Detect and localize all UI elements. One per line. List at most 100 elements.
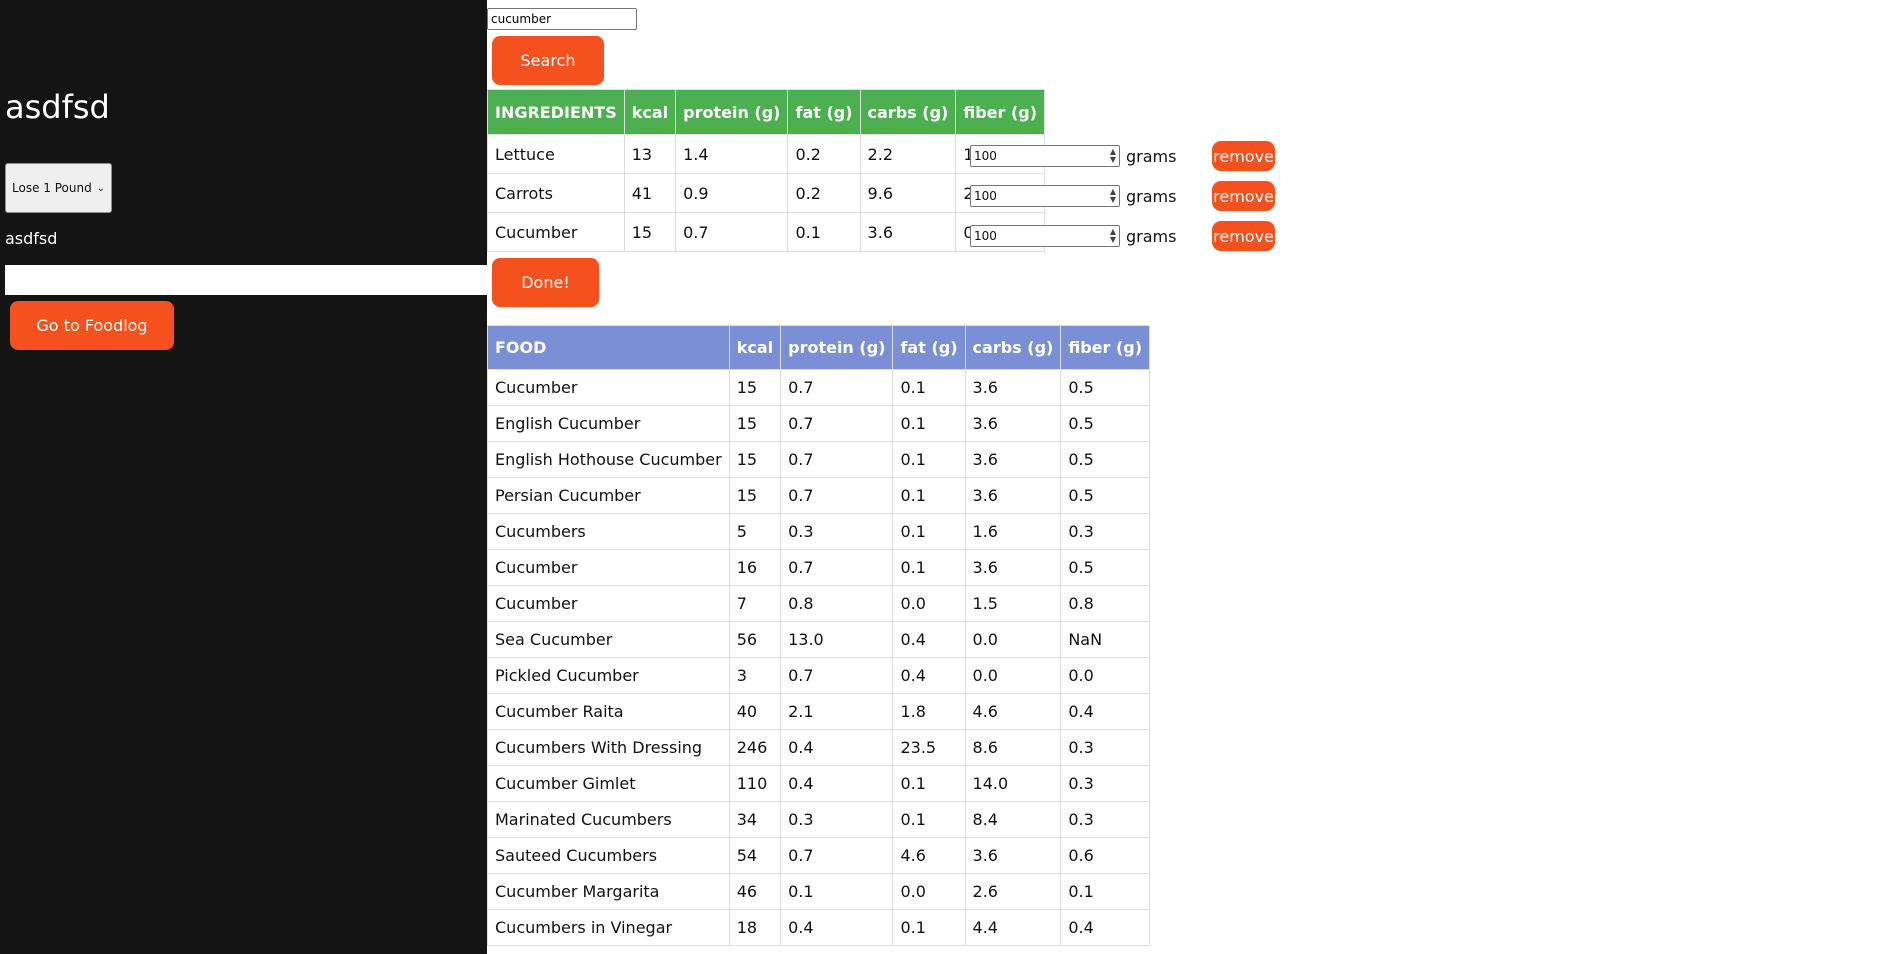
food-name-cell: English Cucumber: [487, 405, 730, 442]
food-fiber-cell: 0.5: [1060, 477, 1151, 514]
ingredient-name-cell: Lettuce: [487, 134, 625, 174]
food-protein-cell: 0.3: [780, 801, 894, 838]
food-protein-cell: 0.4: [780, 765, 894, 802]
header-kcal: kcal: [728, 325, 782, 370]
remove-ingredient-button[interactable]: remove: [1212, 221, 1275, 251]
food-row[interactable]: Cucumbers With Dressing 246 0.4 23.5 8.6 0.3: [487, 729, 1151, 766]
food-carbs-cell: 8.6: [964, 729, 1062, 766]
ingredient-fat-cell: 0.2: [787, 173, 861, 213]
food-fiber-cell: 0.3: [1060, 729, 1151, 766]
remove-ingredient-button[interactable]: remove: [1212, 141, 1275, 171]
food-kcal-cell: 56: [728, 621, 782, 658]
sidebar-text-input[interactable]: [5, 265, 487, 295]
food-fat-cell: 23.5: [892, 729, 966, 766]
food-fiber-cell: 0.3: [1060, 513, 1151, 550]
grams-input[interactable]: 100 ▲ ▼: [970, 185, 1120, 207]
food-row[interactable]: Cucumbers in Vinegar 18 0.4 0.1 4.4 0.4: [487, 909, 1151, 946]
food-name-cell: Persian Cucumber: [487, 477, 730, 514]
remove-ingredient-button[interactable]: remove: [1212, 181, 1275, 211]
food-name-cell: Cucumber Gimlet: [487, 765, 730, 802]
food-carbs-cell: 2.6: [964, 873, 1062, 910]
food-fiber-cell: 0.3: [1060, 765, 1151, 802]
grams-value: 100: [974, 149, 997, 163]
food-carbs-cell: 1.6: [964, 513, 1062, 550]
food-results-table: FOOD kcal protein (g) fat (g) carbs (g) …: [487, 325, 1151, 946]
food-carbs-cell: 3.6: [964, 441, 1062, 478]
food-kcal-cell: 54: [728, 837, 782, 874]
ingredient-kcal-cell: 41: [623, 173, 677, 213]
food-carbs-cell: 8.4: [964, 801, 1062, 838]
food-row[interactable]: English Hothouse Cucumber 15 0.7 0.1 3.6 0.5: [487, 441, 1151, 478]
user-title: asdfsd: [5, 88, 110, 126]
food-kcal-cell: 3: [728, 657, 782, 694]
food-name-cell: English Hothouse Cucumber: [487, 441, 730, 478]
ingredient-protein-cell: 0.9: [675, 173, 789, 213]
ingredient-kcal-cell: 13: [623, 134, 677, 174]
food-kcal-cell: 40: [728, 693, 782, 730]
grams-input[interactable]: 100 ▲ ▼: [970, 225, 1120, 247]
user-label: asdfsd: [5, 229, 58, 248]
spinner-icon[interactable]: ▲ ▼: [1109, 187, 1116, 204]
ingredient-fat-cell: 0.2: [787, 134, 861, 174]
food-name-cell: Sauteed Cucumbers: [487, 837, 730, 874]
spinner-icon[interactable]: ▲ ▼: [1109, 147, 1116, 164]
food-fat-cell: 0.1: [892, 909, 966, 946]
search-button[interactable]: Search: [492, 36, 604, 85]
food-name-cell: Cucumber: [487, 549, 730, 586]
food-kcal-cell: 5: [728, 513, 782, 550]
food-carbs-cell: 14.0: [964, 765, 1062, 802]
food-row[interactable]: Pickled Cucumber 3 0.7 0.4 0.0 0.0: [487, 657, 1151, 694]
food-protein-cell: 0.7: [780, 441, 894, 478]
food-protein-cell: 0.1: [780, 873, 894, 910]
ingredient-carbs-cell: 3.6: [859, 212, 957, 252]
food-protein-cell: 0.7: [780, 405, 894, 442]
food-row[interactable]: Cucumbers 5 0.3 0.1 1.6 0.3: [487, 513, 1151, 550]
food-kcal-cell: 15: [728, 441, 782, 478]
food-row[interactable]: Cucumber 15 0.7 0.1 3.6 0.5: [487, 369, 1151, 406]
food-name-cell: Cucumbers in Vinegar: [487, 909, 730, 946]
food-row[interactable]: Cucumber 7 0.8 0.0 1.5 0.8: [487, 585, 1151, 622]
main-content: Search INGREDIENTS kcal protein (g) fat …: [487, 0, 1903, 954]
go-to-foodlog-button[interactable]: Go to Foodlog: [10, 301, 174, 350]
food-name-cell: Cucumber: [487, 585, 730, 622]
food-carbs-cell: 1.5: [964, 585, 1062, 622]
food-name-cell: Cucumber Raita: [487, 693, 730, 730]
food-protein-cell: 0.7: [780, 369, 894, 406]
food-name-cell: Cucumber Margarita: [487, 873, 730, 910]
food-row[interactable]: English Cucumber 15 0.7 0.1 3.6 0.5: [487, 405, 1151, 442]
done-button[interactable]: Done!: [492, 258, 599, 307]
food-protein-cell: 0.8: [780, 585, 894, 622]
food-fiber-cell: 0.4: [1060, 909, 1151, 946]
food-fat-cell: 0.1: [892, 513, 966, 550]
food-name-cell: Marinated Cucumbers: [487, 801, 730, 838]
food-kcal-cell: 15: [728, 369, 782, 406]
ingredient-carbs-cell: 2.2: [859, 134, 957, 174]
food-protein-cell: 2.1: [780, 693, 894, 730]
food-row[interactable]: Cucumber Margarita 46 0.1 0.0 2.6 0.1: [487, 873, 1151, 910]
food-row[interactable]: Cucumber Raita 40 2.1 1.8 4.6 0.4: [487, 693, 1151, 730]
food-fiber-cell: 0.5: [1060, 405, 1151, 442]
food-protein-cell: 13.0: [780, 621, 894, 658]
food-row[interactable]: Sea Cucumber 56 13.0 0.4 0.0 NaN: [487, 621, 1151, 658]
food-row[interactable]: Cucumber 16 0.7 0.1 3.6 0.5: [487, 549, 1151, 586]
food-fiber-cell: 0.8: [1060, 585, 1151, 622]
ingredient-carbs-cell: 9.6: [859, 173, 957, 213]
food-row[interactable]: Marinated Cucumbers 34 0.3 0.1 8.4 0.3: [487, 801, 1151, 838]
spinner-icon[interactable]: ▲ ▼: [1109, 227, 1116, 244]
food-fat-cell: 0.1: [892, 441, 966, 478]
food-row[interactable]: Sauteed Cucumbers 54 0.7 4.6 3.6 0.6: [487, 837, 1151, 874]
food-carbs-cell: 3.6: [964, 369, 1062, 406]
food-kcal-cell: 7: [728, 585, 782, 622]
food-fiber-cell: 0.1: [1060, 873, 1151, 910]
food-carbs-cell: 3.6: [964, 405, 1062, 442]
grams-input[interactable]: 100 ▲ ▼: [970, 145, 1120, 167]
ingredient-kcal-cell: 15: [623, 212, 677, 252]
food-kcal-cell: 246: [728, 729, 782, 766]
food-row[interactable]: Persian Cucumber 15 0.7 0.1 3.6 0.5: [487, 477, 1151, 514]
food-row[interactable]: Cucumber Gimlet 110 0.4 0.1 14.0 0.3: [487, 765, 1151, 802]
food-search-input[interactable]: [487, 8, 637, 30]
food-carbs-cell: 4.6: [964, 693, 1062, 730]
ingredient-fat-cell: 0.1: [787, 212, 861, 252]
goal-select[interactable]: Lose 1 Pound ⌄: [5, 163, 112, 213]
